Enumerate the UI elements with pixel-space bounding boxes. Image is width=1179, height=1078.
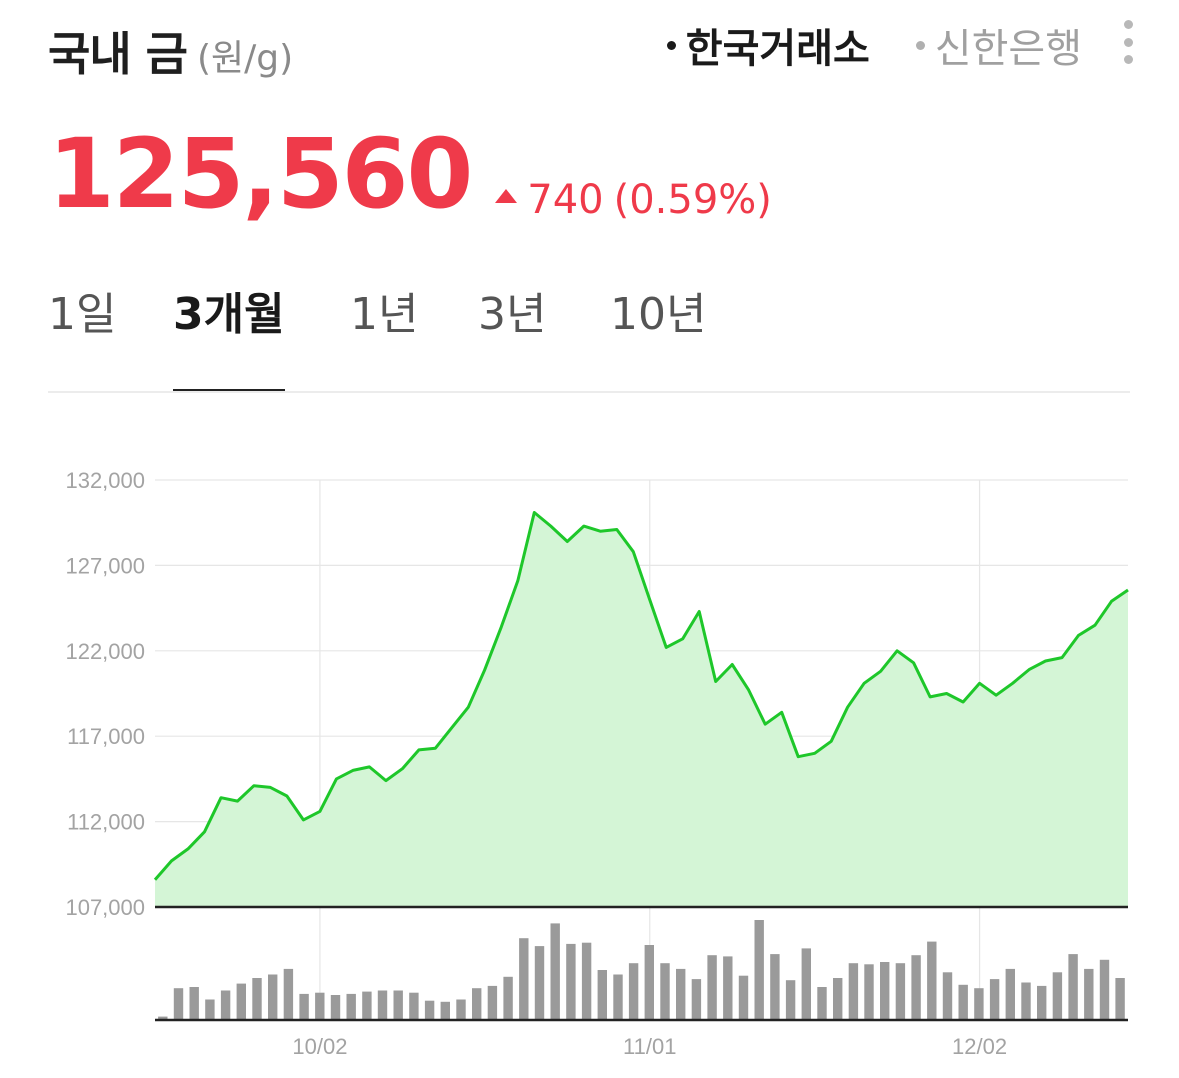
volume-bar (691, 979, 702, 1020)
y-tick-label: 107,000 (65, 895, 145, 920)
volume-bar (942, 972, 953, 1020)
tab-1d[interactable]: 1일 (48, 289, 117, 340)
tab-10y[interactable]: 10년 (610, 289, 707, 340)
volume-bar (581, 942, 592, 1020)
volume-bar (1037, 985, 1047, 1020)
volume-bar (503, 976, 513, 1020)
volume-bar (1115, 978, 1125, 1020)
volume-bar (409, 992, 419, 1020)
price-area (155, 512, 1128, 907)
volume-bar (707, 955, 717, 1020)
y-tick-label: 117,000 (67, 724, 145, 749)
volume-bar (723, 956, 733, 1020)
volume-bar (1084, 968, 1094, 1020)
volume-bar (785, 980, 796, 1020)
y-tick-label: 112,000 (67, 810, 145, 835)
price-line (153, 511, 1129, 881)
price-chart: 132,000 127,000 122,000 117,000 112,000 107,0… (65, 468, 1129, 1059)
volume-bar (770, 954, 780, 1020)
volume-bar (1021, 982, 1031, 1020)
volume-bar (550, 923, 560, 1020)
volume-bar (1052, 972, 1063, 1020)
up-triangle-icon (495, 189, 518, 203)
volume-bar (534, 946, 545, 1020)
volume-bar (833, 978, 843, 1020)
volume-bar (487, 985, 498, 1020)
current-price: 125,560 (48, 118, 473, 230)
source-selector: 한국거래소 신한은행 (666, 16, 1082, 74)
volume-bar (676, 968, 686, 1020)
volume-bar (268, 974, 278, 1020)
source-label: 한국거래소 (685, 26, 870, 72)
volume-bar (440, 1001, 450, 1020)
volume-bar (660, 963, 670, 1020)
bullet-icon (666, 40, 676, 50)
unit-label: (원/g) (196, 38, 294, 79)
more-menu-icon[interactable] (1118, 20, 1138, 64)
volume-bar (566, 943, 576, 1020)
quote: 125,560 740 (0.59%) (48, 118, 772, 230)
tab-1y[interactable]: 1년 (350, 289, 419, 340)
volume-bar (173, 988, 184, 1020)
volume-bar (644, 945, 654, 1020)
volume-bar (283, 968, 294, 1020)
volume-bar (472, 988, 482, 1020)
change-percent: (0.59%) (613, 177, 772, 223)
volume-bar (236, 983, 246, 1020)
volume-bar (628, 963, 639, 1020)
volume-bar (205, 999, 215, 1020)
volume-bar (1068, 954, 1078, 1020)
x-tick-label: 12/02 (952, 1034, 1007, 1059)
volume-bar (1099, 959, 1110, 1020)
volume-bar (613, 974, 623, 1020)
volume-bar (927, 941, 937, 1020)
volume-bar (315, 992, 325, 1020)
x-tick-label: 11/01 (623, 1034, 676, 1059)
volume-bar (424, 1000, 435, 1020)
volume-bar (456, 999, 466, 1020)
volume-bar (817, 987, 827, 1020)
source-option-krx[interactable]: 한국거래소 (666, 16, 870, 74)
volume-bar (330, 995, 341, 1020)
volume-bar (989, 979, 1000, 1020)
source-option-shinhan[interactable]: 신한은행 (915, 16, 1082, 74)
price-change: 740 (0.59%) (495, 177, 772, 223)
header: 국내 금 (원/g) 한국거래소 신한은행 (48, 10, 1138, 90)
tab-3m[interactable]: 3개월 (173, 285, 285, 393)
volume-bar (864, 964, 874, 1020)
volume-bar (754, 920, 764, 1020)
volume-bar (958, 984, 968, 1020)
volume-bar (362, 991, 372, 1020)
volume-bar (848, 963, 859, 1020)
volume-bar (393, 990, 403, 1020)
volume-bar (346, 993, 356, 1020)
x-tick-label: 10/02 (292, 1034, 347, 1059)
volume-bar (911, 955, 921, 1020)
volume-bar (252, 978, 262, 1020)
volume-bar (299, 993, 309, 1020)
y-tick-label: 132,000 (65, 468, 145, 493)
volume-bar (738, 975, 749, 1020)
bullet-icon (915, 40, 925, 50)
tab-3y[interactable]: 3년 (478, 289, 547, 340)
volume-bar (158, 1016, 168, 1020)
y-tick-label: 122,000 (65, 639, 145, 664)
volume-bar (974, 988, 984, 1020)
y-tick-label: 127,000 (65, 553, 145, 578)
volume-bar (519, 938, 529, 1020)
page-title: 국내 금 (원/g) (48, 18, 293, 84)
volume-bar (880, 962, 890, 1020)
volume-bar (220, 990, 231, 1020)
volume-bar (1005, 968, 1015, 1020)
source-label: 신한은행 (934, 26, 1082, 72)
volume-bar (377, 990, 388, 1020)
title-text: 국내 금 (48, 27, 188, 81)
volume-bar (895, 963, 906, 1020)
volume-bar (597, 970, 607, 1020)
tabs-divider (48, 391, 1130, 393)
volume-bar (801, 948, 811, 1020)
change-amount: 740 (527, 177, 604, 223)
volume-bar (189, 987, 199, 1020)
